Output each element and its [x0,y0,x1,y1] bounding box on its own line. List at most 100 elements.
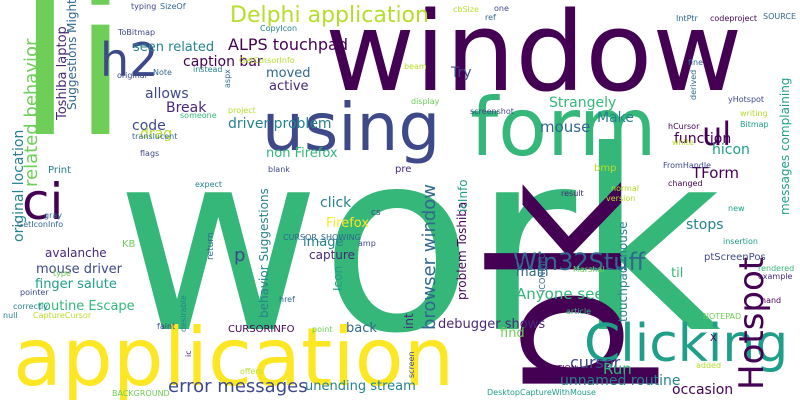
word: screen [407,351,416,378]
word: Bitmap [740,120,769,129]
word: routine Escape [38,299,135,314]
word: ToBitmap [118,28,156,37]
word: Try [451,65,472,81]
word: Note [153,68,172,77]
word: CopyIcon [260,24,298,33]
word: added [696,361,722,370]
word: h2 [100,33,159,87]
word: CURSORINFO [228,324,295,335]
word: X [710,333,717,344]
word: ul [702,115,732,153]
word: type [53,269,71,278]
word: translucent [132,132,178,141]
word: href [279,295,295,304]
word: SOURCE [763,12,797,21]
word: Marshal [573,265,605,274]
word: unnamed routine [560,373,681,389]
word: problem Toshiba [455,201,469,300]
word: behavior Suggestions [257,188,271,318]
word: gray [44,211,63,220]
word: error messages [168,376,308,397]
word: point [312,325,333,334]
word: flags [140,149,160,158]
word: mouse [540,118,591,136]
word: screenshot [470,107,514,116]
word: occasion [672,382,734,398]
word: moved [266,66,311,81]
word: example [758,272,793,281]
word: pointer [20,288,49,297]
word: GetIconInfo [17,220,64,229]
word: yHotspot [728,95,765,104]
word: hand [761,296,782,305]
word: work [116,97,721,388]
word: caption bar [183,54,263,70]
word: BACKGROUND [112,389,170,398]
word: KB [122,239,136,250]
word: ptScreenPos [704,252,766,263]
word: Firefox [326,216,370,231]
word: blank [268,165,290,174]
word: writing [740,109,768,118]
word: Icon [331,265,345,291]
word: Delphi application [230,3,429,28]
word: result [561,189,584,198]
word: typing [131,2,157,11]
word: active [269,79,309,94]
word: offers [240,367,263,376]
word: derived [689,69,698,100]
word: icInfo [456,179,470,212]
word: one [494,4,509,13]
word: back [346,321,377,336]
word: SizeOf [160,2,186,11]
word: instead [193,65,223,74]
word: changed [668,179,703,188]
word: hCursor [668,122,700,131]
word: form [470,81,657,174]
word: new [728,204,745,213]
word: click [320,195,352,211]
word: rendered [758,264,795,273]
word: DesktopCaptureWithMouse [487,388,596,397]
word: cbSize [453,5,479,14]
word: main [516,265,549,280]
word: non Firefox [266,146,338,161]
word: aspx [223,69,232,88]
word: correctly [13,302,48,311]
word: touchpad mouse [616,221,630,322]
word: image [303,235,344,250]
word: pre [395,164,412,175]
word: til [671,266,684,281]
word: white [672,138,694,147]
word: GetCursorInfo [239,56,295,65]
word: CaptureCursor [33,311,92,320]
word: drag [140,126,173,142]
word: code [132,118,166,134]
word: window [325,0,743,116]
word: allows [145,86,189,102]
word: TForm [692,164,739,182]
word: someone [180,111,217,120]
word: using [262,89,441,166]
word: application [13,311,455,400]
word: Print [48,165,72,176]
word: normal [611,184,640,193]
word: driver problem [228,116,332,132]
word: li [17,0,129,182]
word: find [500,326,525,341]
word: codeproject [710,14,758,23]
word: static [505,256,527,265]
word: Clicking [584,314,789,374]
word: fine [688,58,704,67]
word: article [566,307,592,316]
word: project [228,106,256,115]
word: version [606,194,636,203]
word: CURSOR_SHOWING [283,233,361,242]
word: expect [195,180,223,189]
word: original [117,71,147,80]
word: Break [166,100,207,116]
word: ic [184,350,193,357]
word: capture [309,248,355,262]
word: cs [371,208,381,218]
word: stops [686,217,724,233]
